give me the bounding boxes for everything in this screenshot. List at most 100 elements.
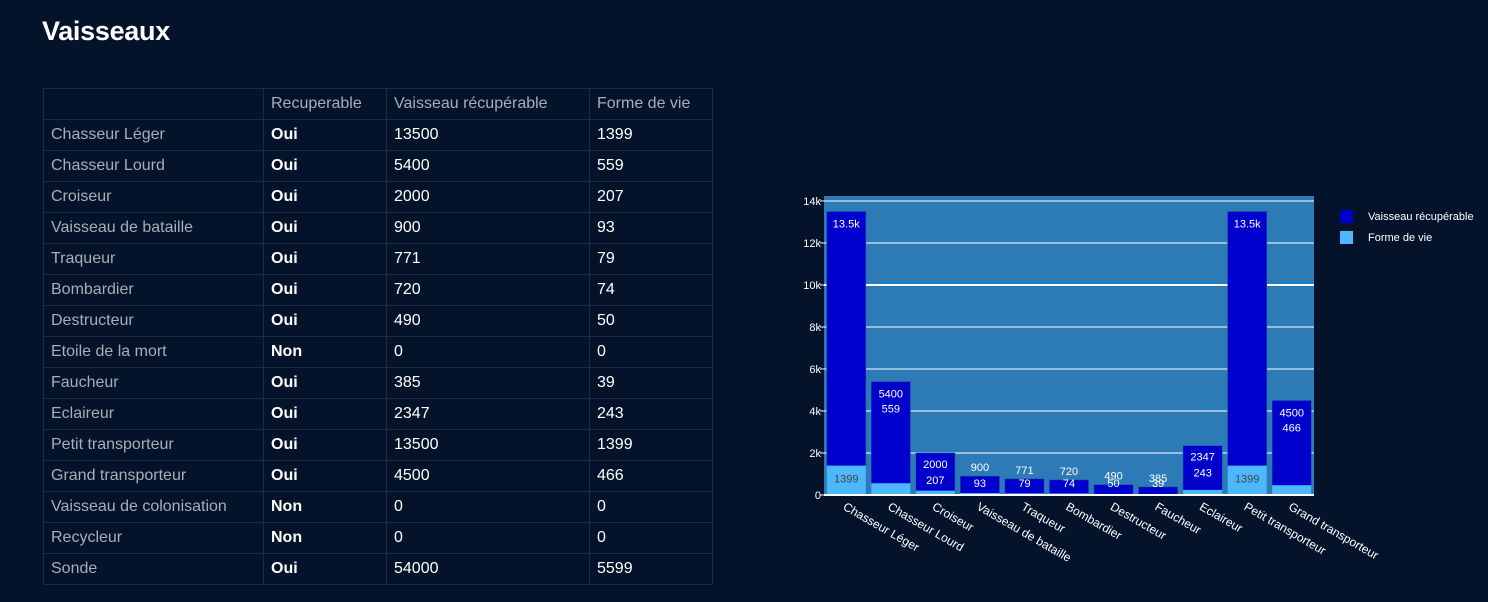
legend-item-forme[interactable]: Forme de vie <box>1340 227 1474 248</box>
row-name: Recycleur <box>43 522 264 554</box>
table-header-row: Recuperable Vaisseau récupérable Forme d… <box>43 88 713 120</box>
row-name: Chasseur Lourd <box>43 150 264 182</box>
table-row: Chasseur Lourd Oui 5400 559 <box>43 150 713 182</box>
bar-label-vaisseau: 4500 <box>1279 408 1303 420</box>
bar-forme[interactable] <box>915 490 955 495</box>
cell-recuperable: Oui <box>263 429 387 461</box>
x-tick-label: Petit transporteur <box>1242 499 1329 557</box>
bar-forme[interactable] <box>1227 465 1267 495</box>
bar-label-vaisseau: 2000 <box>923 459 947 471</box>
ships-table: Recuperable Vaisseau récupérable Forme d… <box>43 88 713 585</box>
bar-label-vaisseau: 385 <box>1149 473 1167 485</box>
bar-vaisseau[interactable] <box>1271 400 1312 496</box>
bar-label-vaisseau: 490 <box>1104 471 1122 483</box>
cell-recuperable: Oui <box>263 243 387 275</box>
y-tick-label: 10k <box>803 280 821 292</box>
bar-label-forme: 207 <box>926 475 944 487</box>
bar-label-vaisseau: 13.5k <box>1234 219 1261 231</box>
cell-recuperable: Oui <box>263 553 387 585</box>
row-name: Croiseur <box>43 181 264 213</box>
cell-vaisseau: 54000 <box>386 553 590 585</box>
bar-label-forme: 559 <box>882 404 900 416</box>
bar-forme[interactable] <box>1183 489 1223 495</box>
y-tick-label: 14k <box>803 196 821 208</box>
table-row: Chasseur Léger Oui 13500 1399 <box>43 119 713 151</box>
bar-label-vaisseau: 900 <box>971 462 989 474</box>
table-row: Faucheur Oui 385 39 <box>43 367 713 399</box>
bar-vaisseau[interactable] <box>915 452 956 496</box>
row-name: Sonde <box>43 553 264 585</box>
legend-swatch-vaisseau <box>1340 210 1353 223</box>
page-title: Vaisseaux <box>42 16 170 46</box>
cell-forme: 0 <box>589 522 713 554</box>
table-row: Recycleur Non 0 0 <box>43 522 713 554</box>
cell-forme: 243 <box>589 398 713 430</box>
cell-recuperable: Oui <box>263 181 387 213</box>
row-name: Etoile de la mort <box>43 336 264 368</box>
bar-vaisseau[interactable] <box>1182 445 1223 496</box>
cell-forme: 74 <box>589 274 713 306</box>
table-row: Traqueur Oui 771 79 <box>43 243 713 275</box>
cell-recuperable: Non <box>263 336 387 368</box>
row-name: Eclaireur <box>43 398 264 430</box>
bar-forme[interactable] <box>1272 485 1312 495</box>
bar-label-forme: 79 <box>1018 478 1030 490</box>
legend-label-forme: Forme de vie <box>1368 231 1433 244</box>
cell-vaisseau: 385 <box>386 367 590 399</box>
cell-vaisseau: 900 <box>386 212 590 244</box>
row-name: Destructeur <box>43 305 264 337</box>
bar-vaisseau[interactable] <box>826 211 867 496</box>
table-row: Sonde Oui 54000 5599 <box>43 553 713 585</box>
x-tick-label: Chasseur Léger <box>841 499 922 554</box>
x-tick-label: Eclaireur <box>1197 499 1245 535</box>
bar-label-vaisseau: 2347 <box>1190 452 1214 464</box>
cell-recuperable: Oui <box>263 274 387 306</box>
bar-label-vaisseau: 5400 <box>879 389 903 401</box>
y-tick-label: 6k <box>809 364 821 376</box>
cell-vaisseau: 0 <box>386 336 590 368</box>
y-tick-label: 2k <box>809 448 821 460</box>
legend-item-vaisseau[interactable]: Vaisseau récupérable <box>1340 206 1474 227</box>
cell-recuperable: Oui <box>263 460 387 492</box>
bar-label-vaisseau: 720 <box>1060 466 1078 478</box>
row-name: Traqueur <box>43 243 264 275</box>
bar-label-forme: 74 <box>1063 478 1075 490</box>
chart-legend: Vaisseau récupérable Forme de vie <box>1340 206 1474 248</box>
column-header-index[interactable] <box>43 88 264 120</box>
table-row: Vaisseau de colonisation Non 0 0 <box>43 491 713 523</box>
bar-label-vaisseau: 771 <box>1015 465 1033 477</box>
cell-forme: 50 <box>589 305 713 337</box>
bar-forme[interactable] <box>871 483 911 495</box>
table-row: Petit transporteur Oui 13500 1399 <box>43 429 713 461</box>
table-row: Croiseur Oui 2000 207 <box>43 181 713 213</box>
bar-label-forme: 243 <box>1193 468 1211 480</box>
table-row: Etoile de la mort Non 0 0 <box>43 336 713 368</box>
table-row: Eclaireur Oui 2347 243 <box>43 398 713 430</box>
cell-forme: 0 <box>589 336 713 368</box>
bar-label-forme: 1399 <box>1235 474 1259 486</box>
bar-label-forme: 1399 <box>834 474 858 486</box>
table-row: Vaisseau de bataille Oui 900 93 <box>43 212 713 244</box>
cell-vaisseau: 0 <box>386 491 590 523</box>
x-tick-label: Chasseur Lourd <box>885 499 966 554</box>
cell-vaisseau: 5400 <box>386 150 590 182</box>
bar-label-forme: 39 <box>1152 478 1164 490</box>
cell-vaisseau: 2000 <box>386 181 590 213</box>
row-name: Petit transporteur <box>43 429 264 461</box>
cell-forme: 0 <box>589 491 713 523</box>
y-tick-label: 12k <box>803 238 821 250</box>
bar-vaisseau[interactable] <box>870 381 911 496</box>
bar-label-vaisseau: 13.5k <box>833 219 860 231</box>
cell-forme: 39 <box>589 367 713 399</box>
legend-label-vaisseau: Vaisseau récupérable <box>1368 210 1474 223</box>
y-tick-label: 0 <box>815 490 821 502</box>
legend-swatch-forme <box>1340 231 1353 244</box>
bar-label-forme: 93 <box>974 478 986 490</box>
bar-vaisseau[interactable] <box>1227 211 1268 496</box>
cell-vaisseau: 13500 <box>386 429 590 461</box>
column-header-recuperable[interactable]: Recuperable <box>263 88 387 120</box>
bar-forme[interactable] <box>826 465 866 495</box>
cell-forme: 1399 <box>589 119 713 151</box>
y-tick-label: 4k <box>809 406 821 418</box>
